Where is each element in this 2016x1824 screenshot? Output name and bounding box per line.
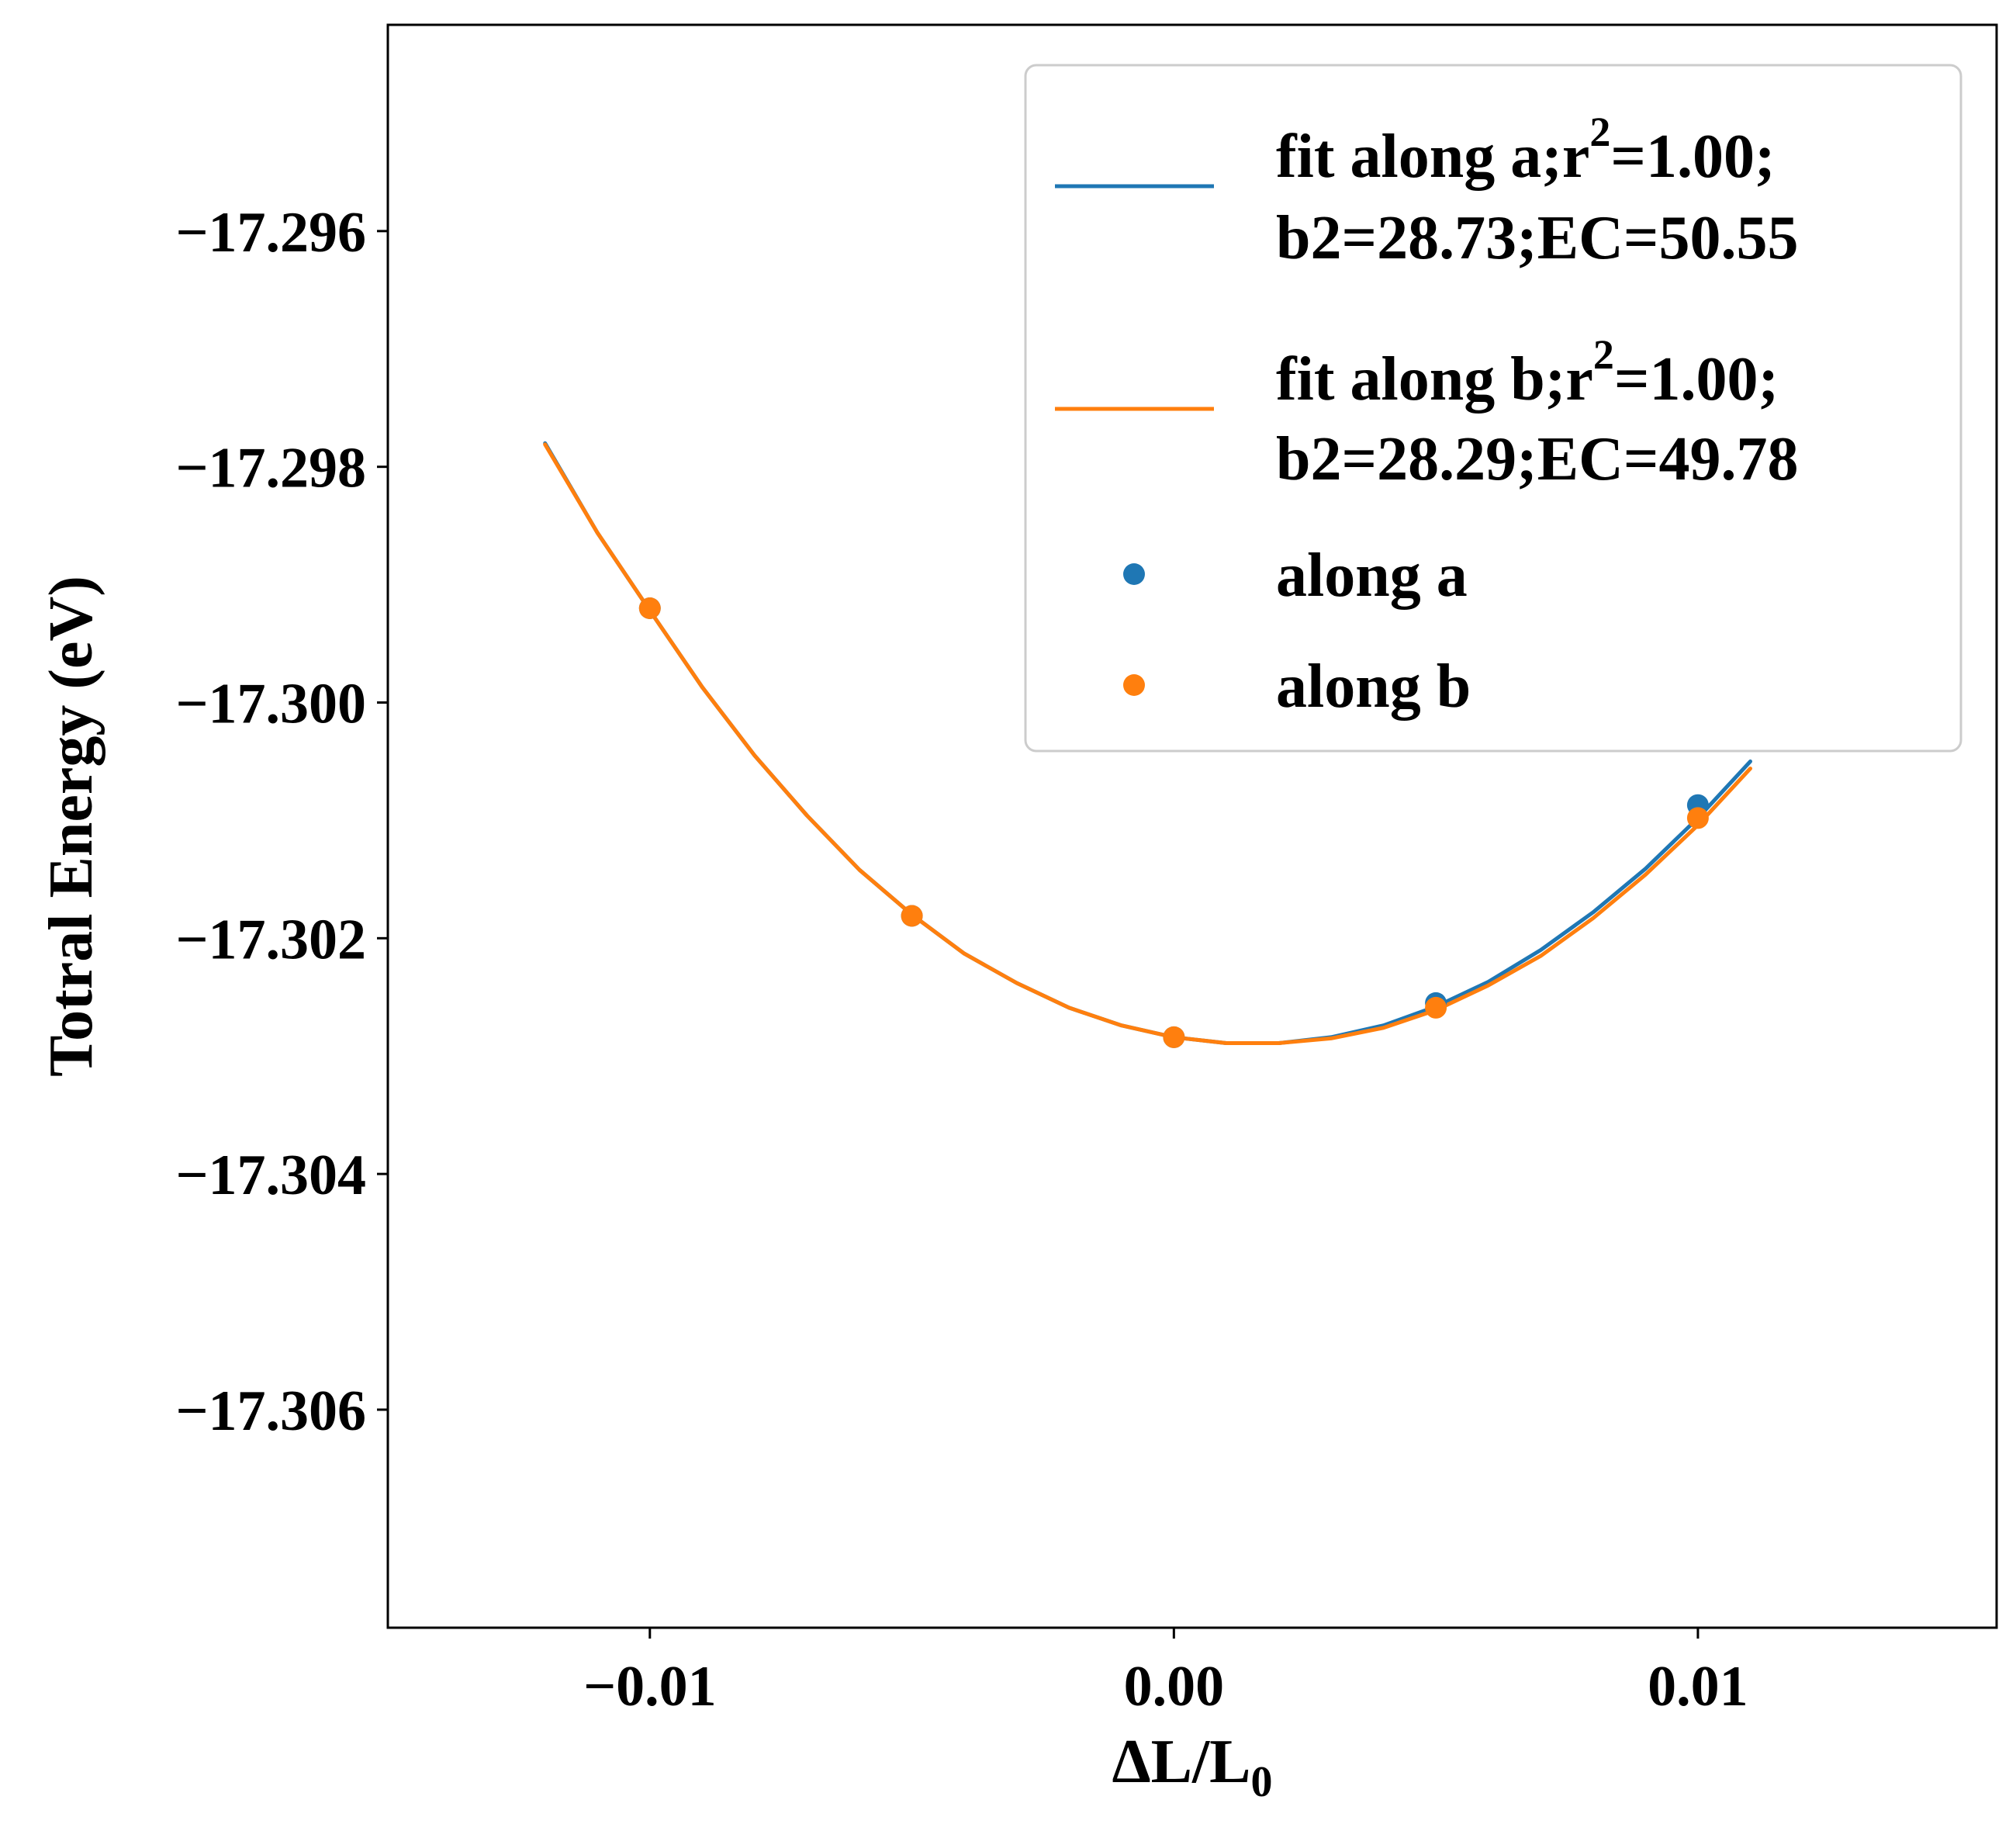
y-tick-label: −17.296	[175, 201, 366, 265]
legend-marker-along-a	[1123, 563, 1145, 585]
series-layer	[543, 441, 1752, 1048]
legend-label-along-a: along a	[1276, 542, 1468, 610]
x-tick-label: 0.01	[1648, 1655, 1748, 1718]
y-tick-label: −17.304	[175, 1144, 366, 1207]
legend-label-fit-a-post: =1.00;	[1610, 123, 1775, 191]
y-tick-label: −17.306	[175, 1379, 366, 1443]
data-point-along-b	[1425, 996, 1447, 1019]
legend-label-fit-b-post: =1.00;	[1614, 345, 1779, 414]
x-tick-label: −0.01	[583, 1655, 717, 1718]
legend-label-fit-b-pre: fit along b;r	[1276, 345, 1593, 414]
legend-label-fit-a-pre: fit along a;r	[1276, 123, 1589, 191]
data-point-along-b	[638, 597, 661, 619]
legend-label-fit-b-line1: fit along b;r2=1.00;	[1276, 331, 1779, 414]
fit-line-b	[543, 442, 1752, 1045]
y-tick-label: −17.300	[175, 672, 366, 735]
x-axis-title-main: ΔL/L	[1112, 1728, 1250, 1796]
x-axis-title: ΔL/L0	[1112, 1728, 1272, 1806]
x-tick-label: 0.00	[1124, 1655, 1225, 1718]
plot-frame	[386, 23, 1998, 1629]
legend-marker-along-b	[1123, 674, 1145, 696]
legend-label-fit-a-line2: b2=28.73;EC=50.55	[1276, 204, 1798, 272]
x-axis-title-subscript: 0	[1251, 1758, 1273, 1806]
legend-box	[1024, 64, 1962, 753]
legend-label-along-b: along b	[1276, 652, 1471, 721]
legend: fit along a;r2=1.00; b2=28.73;EC=50.55 f…	[1024, 64, 1962, 753]
y-axis: −17.296 −17.298 −17.300 −17.302 −17.304 −17.3…	[175, 201, 388, 1443]
y-axis-title: Totral Energy (eV)	[37, 576, 105, 1077]
legend-label-fit-b-line2: b2=28.29;EC=49.78	[1276, 425, 1798, 493]
legend-label-fit-a-line1: fit along a;r2=1.00;	[1276, 109, 1776, 191]
legend-label-fit-a-sup: 2	[1589, 109, 1610, 155]
data-point-along-b	[1686, 807, 1709, 829]
y-tick-label: −17.302	[175, 908, 366, 971]
y-tick-label: −17.298	[175, 437, 366, 500]
data-point-along-b	[1163, 1026, 1185, 1048]
data-point-along-b	[901, 905, 923, 927]
legend-label-fit-b-sup: 2	[1593, 331, 1614, 378]
x-axis: −0.01 0.00 0.01	[583, 1628, 1748, 1718]
